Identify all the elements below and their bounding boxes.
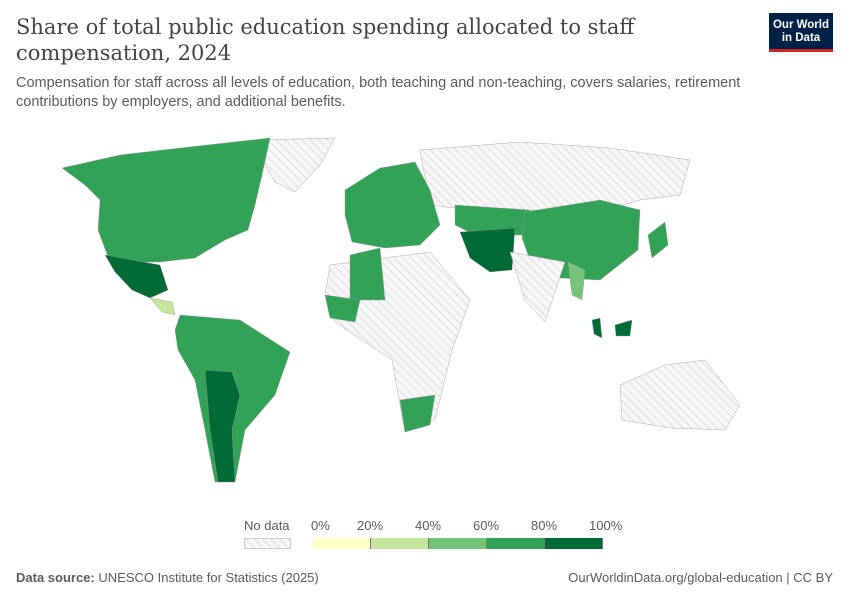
legend-tick: 60% bbox=[473, 518, 500, 533]
chart-subtitle: Compensation for staff across all levels… bbox=[16, 75, 741, 110]
source-text: UNESCO Institute for Statistics (2025) bbox=[98, 570, 319, 585]
region-australia[interactable] bbox=[619, 359, 741, 431]
logo-line1: Our World bbox=[772, 19, 829, 31]
legend-bin-2[interactable] bbox=[429, 538, 487, 549]
legend-tick: 0% bbox=[311, 518, 330, 533]
legend-no-data-label: No data bbox=[244, 518, 290, 533]
region-japan[interactable] bbox=[647, 221, 669, 259]
legend-bin-3[interactable] bbox=[487, 538, 545, 549]
legend-no-data-swatch bbox=[244, 538, 291, 549]
region-algeria[interactable] bbox=[349, 247, 386, 301]
legend-bin-0[interactable] bbox=[313, 538, 371, 549]
region-europe[interactable] bbox=[344, 161, 441, 249]
data-source: Data source: UNESCO Institute for Statis… bbox=[16, 570, 319, 585]
region-india[interactable] bbox=[509, 251, 566, 323]
region-argentina[interactable] bbox=[204, 369, 241, 483]
legend-bin-4[interactable] bbox=[545, 538, 603, 549]
region-west-africa[interactable] bbox=[324, 294, 361, 323]
region-russia[interactable] bbox=[419, 141, 691, 213]
legend-tick: 100% bbox=[589, 518, 623, 533]
owid-logo[interactable]: Our World in Data bbox=[769, 13, 833, 52]
region-africa[interactable] bbox=[324, 251, 471, 433]
region-iran[interactable] bbox=[459, 227, 516, 273]
region-central-america[interactable] bbox=[149, 297, 176, 316]
legend-tick: 80% bbox=[531, 518, 558, 533]
region-north-america[interactable] bbox=[61, 137, 271, 263]
world-map[interactable] bbox=[0, 130, 850, 500]
legend-tick: 20% bbox=[357, 518, 384, 533]
source-label: Data source: bbox=[16, 570, 95, 585]
chart-title: Share of total public education spending… bbox=[16, 15, 635, 65]
region-myanmar[interactable] bbox=[567, 261, 586, 301]
legend-tick: 40% bbox=[415, 518, 442, 533]
logo-line2: in Data bbox=[781, 32, 821, 44]
region-malaysia[interactable] bbox=[591, 317, 633, 339]
url-license[interactable]: OurWorldinData.org/global-education | CC… bbox=[568, 570, 833, 585]
region-south-africa[interactable] bbox=[399, 394, 436, 433]
legend-bin-1[interactable] bbox=[371, 538, 429, 549]
